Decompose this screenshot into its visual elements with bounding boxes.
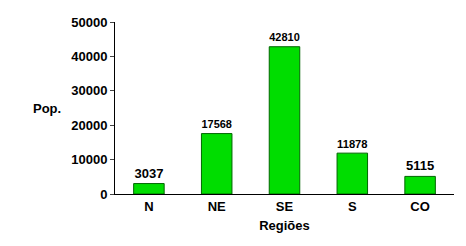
- svg-text:10000: 10000: [71, 152, 107, 167]
- svg-text:30000: 30000: [71, 83, 107, 98]
- svg-text:42810: 42810: [269, 31, 300, 43]
- svg-text:S: S: [348, 199, 357, 214]
- svg-text:50000: 50000: [71, 15, 107, 30]
- svg-text:17568: 17568: [201, 118, 231, 130]
- svg-text:Regiões: Regiões: [259, 218, 310, 233]
- svg-text:0: 0: [100, 187, 107, 202]
- svg-text:SE: SE: [276, 199, 294, 214]
- svg-text:NE: NE: [208, 199, 226, 214]
- svg-text:CO: CO: [410, 199, 430, 214]
- svg-text:5115: 5115: [406, 158, 434, 173]
- svg-text:11878: 11878: [337, 138, 368, 150]
- svg-text:20000: 20000: [71, 118, 107, 133]
- svg-text:40000: 40000: [71, 49, 107, 64]
- svg-text:N: N: [144, 199, 153, 214]
- svg-text:Pop.: Pop.: [33, 101, 61, 116]
- svg-text:3037: 3037: [134, 166, 163, 181]
